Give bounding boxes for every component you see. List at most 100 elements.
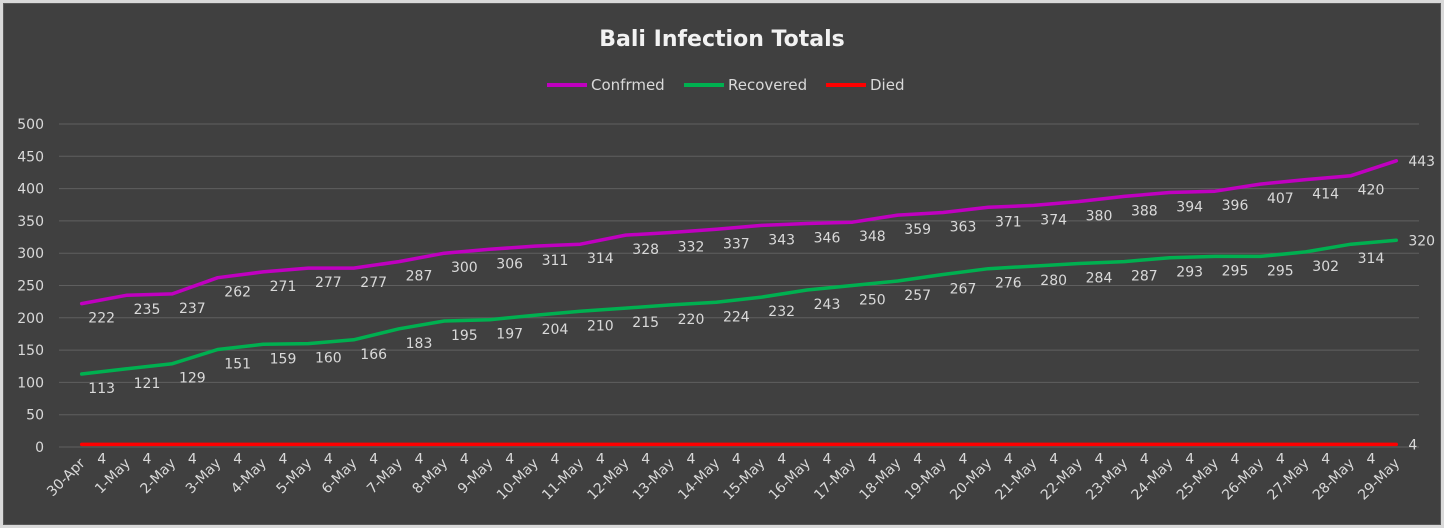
data-label: 271: [270, 279, 297, 295]
data-label: 4: [1049, 451, 1058, 467]
data-label: 4: [777, 451, 786, 467]
data-label: 388: [1131, 203, 1158, 219]
data-label: 197: [496, 327, 523, 343]
data-label: 4: [596, 451, 605, 467]
data-label: 4: [188, 451, 197, 467]
data-label: 343: [768, 232, 795, 248]
data-label: 235: [134, 302, 161, 318]
data-label: 4: [641, 451, 650, 467]
y-tick-label: 0: [35, 440, 44, 456]
data-label: 348: [859, 229, 886, 245]
data-label: 4: [279, 451, 288, 467]
data-label: 443: [1408, 154, 1435, 170]
data-label: 224: [723, 309, 750, 325]
data-labels: 222 235 237 262 271 277 277 287 300 306 311 314 328 3…: [88, 154, 1435, 468]
x-tick-label: 30-Apr: [44, 455, 89, 500]
data-label: 151: [224, 356, 251, 372]
data-label: 346: [814, 230, 841, 246]
x-tick-label: 15-May: [721, 456, 769, 504]
data-label: 394: [1176, 199, 1203, 215]
data-label: 4: [551, 451, 560, 467]
data-label: 363: [950, 220, 977, 236]
y-axis: 0 50 100 150 200 250 300 350 400 450 500: [17, 117, 44, 456]
data-label: 4: [1276, 451, 1285, 467]
data-label: 204: [542, 322, 569, 338]
data-label: 328: [632, 242, 659, 258]
data-label: 414: [1312, 187, 1339, 203]
data-label: 287: [1131, 269, 1158, 285]
data-label: 287: [406, 269, 433, 285]
y-tick-label: 100: [17, 375, 44, 391]
legend-label: Died: [870, 76, 904, 94]
data-label: 257: [904, 288, 931, 304]
x-tick-label: 11-May: [539, 456, 587, 504]
x-tick-label: 16-May: [766, 456, 814, 504]
series-lines: [79, 159, 1399, 447]
data-label: 4: [505, 451, 514, 467]
data-label: 420: [1358, 183, 1385, 199]
data-label: 277: [360, 275, 387, 291]
data-label: 314: [1358, 251, 1385, 267]
data-label: 243: [814, 297, 841, 313]
data-label: 4: [1095, 451, 1104, 467]
series-line: [79, 159, 1399, 306]
data-label: 232: [768, 304, 795, 320]
data-label: 280: [1040, 273, 1067, 289]
y-tick-label: 50: [26, 408, 44, 424]
y-tick-label: 300: [17, 246, 44, 262]
legend-label: Recovered: [728, 76, 807, 94]
data-label: 222: [88, 311, 115, 327]
x-tick-label: 19-May: [902, 456, 950, 504]
data-label: 396: [1222, 198, 1249, 214]
y-tick-label: 350: [17, 214, 44, 230]
data-label: 407: [1267, 191, 1294, 207]
data-label: 4: [913, 451, 922, 467]
data-label: 337: [723, 236, 750, 252]
y-tick-label: 450: [17, 149, 44, 165]
data-label: 4: [143, 451, 152, 467]
data-label: 267: [950, 282, 977, 298]
x-tick-label: 28-May: [1310, 456, 1358, 504]
line-chart: Bali Infection Totals Confrmed Recovered D…: [17, 27, 1435, 503]
data-label: 215: [632, 315, 659, 331]
y-tick-label: 250: [17, 279, 44, 295]
x-axis: 30-Apr 1-May 2-May 3-May 4-May 5-May 6-May 7-Ma…: [44, 455, 1403, 503]
data-label: 4: [1408, 437, 1417, 453]
data-label: 4: [687, 451, 696, 467]
data-label: 4: [369, 451, 378, 467]
legend-label: Confrmed: [591, 76, 665, 94]
y-tick-label: 500: [17, 117, 44, 133]
data-label: 311: [542, 253, 569, 269]
data-label: 121: [134, 376, 161, 392]
chart-area: Bali Infection Totals Confrmed Recovered D…: [3, 3, 1441, 525]
series-line: [79, 238, 1399, 376]
data-label: 4: [415, 451, 424, 467]
x-tick-label: 22-May: [1038, 456, 1086, 504]
x-tick-label: 29-May: [1355, 456, 1403, 504]
data-label: 4: [1231, 451, 1240, 467]
data-label: 359: [904, 222, 931, 238]
data-label: 4: [959, 451, 968, 467]
data-label: 284: [1086, 271, 1113, 287]
data-label: 276: [995, 276, 1022, 292]
data-label: 4: [1185, 451, 1194, 467]
data-label: 166: [360, 347, 387, 363]
data-label: 4: [1004, 451, 1013, 467]
x-tick-label: 21-May: [993, 456, 1041, 504]
y-tick-label: 200: [17, 311, 44, 327]
data-label: 4: [97, 451, 106, 467]
data-label: 183: [406, 336, 433, 352]
data-label: 4: [1321, 451, 1330, 467]
data-label: 113: [88, 381, 115, 397]
data-label: 295: [1267, 263, 1294, 279]
data-label: 374: [1040, 212, 1067, 228]
x-tick-label: 17-May: [811, 456, 859, 504]
x-tick-label: 24-May: [1129, 456, 1177, 504]
data-label: 4: [823, 451, 832, 467]
data-label: 380: [1086, 209, 1113, 225]
data-label: 332: [678, 240, 705, 256]
data-label: 4: [868, 451, 877, 467]
data-label: 4: [324, 451, 333, 467]
data-label: 300: [451, 260, 478, 276]
data-label: 250: [859, 293, 886, 309]
